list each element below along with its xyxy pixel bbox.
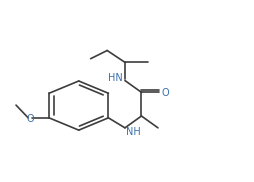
Text: O: O — [26, 114, 34, 124]
Text: HN: HN — [108, 73, 123, 83]
Text: O: O — [162, 88, 169, 98]
Text: NH: NH — [126, 128, 140, 137]
